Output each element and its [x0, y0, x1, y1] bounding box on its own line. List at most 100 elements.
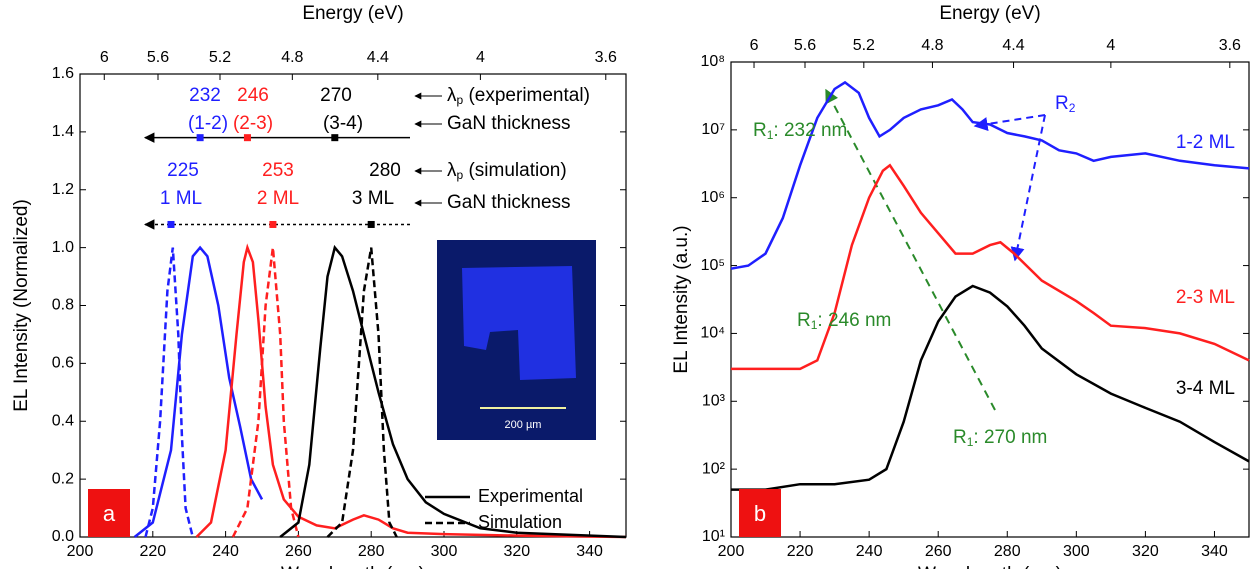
x2-tick-label: 6	[100, 49, 109, 66]
panel-badge	[739, 489, 781, 537]
x-tick-label: 320	[1132, 543, 1159, 560]
y-tick-label: 1.4	[52, 123, 74, 140]
annotation-text: 253	[262, 160, 294, 181]
annotation: R1: 270 nm	[953, 427, 1047, 449]
annotation-text: GaN thickness	[447, 113, 571, 134]
annotation: 2 ML	[257, 188, 299, 209]
x-tick-label: 260	[925, 543, 952, 560]
plot-frame	[730, 61, 1250, 538]
annotation-sub: 1	[767, 128, 774, 142]
x2-tick-label: 5.6	[794, 37, 816, 54]
peak-marker	[331, 134, 339, 142]
series-line	[231, 247, 300, 538]
legend-label: Simulation	[478, 512, 562, 532]
x2-tick-label: 4.4	[1002, 37, 1024, 54]
x-axis-label: Wavelength (nm)	[281, 564, 425, 569]
x2-tick-label: 5.2	[209, 49, 231, 66]
annotation-text: 3 ML	[352, 188, 394, 209]
annotation-sub: 1	[811, 318, 818, 332]
peak-marker	[269, 220, 277, 228]
annotation-text: λ	[447, 160, 457, 181]
x-axis-label: Wavelength (nm)	[918, 564, 1062, 569]
annotation: R2	[1055, 93, 1076, 115]
annotation-sub: 1	[967, 435, 974, 449]
y-tick-label: 0.0	[52, 528, 74, 545]
annotation-sub: 2	[1069, 101, 1076, 115]
annotation-text: 232	[189, 85, 221, 106]
annotation: 225	[167, 160, 199, 181]
series-line	[326, 247, 398, 538]
annotation-sub: p	[457, 93, 464, 107]
scale-label: 200 µm	[505, 419, 542, 431]
annotation: R1: 246 nm	[797, 310, 891, 332]
x-tick-label: 200	[67, 543, 94, 560]
series-label: 2-3 ML	[1176, 287, 1235, 308]
series-line	[731, 284, 1250, 491]
y-tick-label: 10⁸	[700, 53, 725, 70]
y-tick-label: 10¹	[702, 528, 725, 545]
peak-marker	[196, 134, 204, 142]
peak-marker	[167, 220, 175, 228]
annotation: 1 ML	[160, 188, 202, 209]
x2-tick-label: 4	[1106, 37, 1115, 54]
x2-tick-label: 5.6	[147, 49, 169, 66]
x-tick-label: 220	[787, 543, 814, 560]
x-tick-label: 240	[212, 543, 239, 560]
annotation-text: R	[953, 427, 967, 448]
series-line	[133, 245, 264, 538]
y-tick-label: 10⁷	[701, 121, 725, 138]
x-tick-label: 220	[139, 543, 166, 560]
annotation: (2-3)	[233, 113, 273, 134]
annotation-rest: : 232 nm	[773, 120, 847, 141]
inset-device	[462, 266, 576, 380]
x2-tick-label: 5.2	[853, 37, 875, 54]
annotation-text: 280	[369, 160, 401, 181]
x-tick-label: 300	[1063, 543, 1090, 560]
x2-tick-label: 3.6	[1219, 37, 1241, 54]
y-tick-label: 10²	[702, 460, 726, 477]
annotation: GaN thickness	[447, 192, 571, 213]
y-tick-label: 10⁶	[701, 189, 725, 206]
annotation-text: (2-3)	[233, 113, 273, 134]
peak-marker	[243, 134, 251, 142]
annotation-text: 225	[167, 160, 199, 181]
annotation-text: R	[753, 120, 767, 141]
series-label: 3-4 ML	[1176, 378, 1235, 399]
annotation-text: R	[797, 310, 811, 331]
y-tick-label: 10³	[702, 393, 726, 410]
annotation-rest: (experimental)	[463, 85, 590, 106]
x-tick-label: 340	[576, 543, 603, 560]
x-tick-label: 340	[1201, 543, 1228, 560]
legend-label: Experimental	[478, 486, 583, 506]
annotation: 232	[189, 85, 221, 106]
annotation: λp (simulation)	[447, 160, 567, 182]
y-tick-label: 10⁴	[700, 325, 725, 342]
annotation-text: 2 ML	[257, 188, 299, 209]
panel-label: a	[103, 501, 116, 526]
y-tick-label: 1.0	[52, 239, 74, 256]
y-axis-label: EL Intensity (a.u.)	[671, 225, 692, 373]
x2-axis-label: Energy (eV)	[939, 3, 1040, 24]
y-tick-label: 0.8	[52, 297, 74, 314]
series-line	[731, 163, 1250, 371]
r1-trend	[825, 88, 996, 411]
annotation: λp (experimental)	[447, 85, 590, 107]
series-line	[730, 80, 1250, 270]
y-tick-label: 0.4	[52, 412, 74, 429]
annotation: GaN thickness	[447, 113, 571, 134]
x2-tick-label: 3.6	[595, 49, 617, 66]
x-tick-label: 320	[503, 543, 530, 560]
x2-tick-label: 4.8	[921, 37, 943, 54]
annotation-text: 270	[320, 85, 352, 106]
annotation-text: λ	[447, 85, 457, 106]
inset: 200 µm	[437, 240, 596, 440]
annotation-text: GaN thickness	[447, 192, 571, 213]
peak-marker	[367, 220, 375, 228]
x-tick-label: 300	[431, 543, 458, 560]
annotation: (3-4)	[323, 113, 363, 134]
annotation: (1-2)	[188, 113, 228, 134]
annotation: 270	[320, 85, 352, 106]
annotation-rest: : 270 nm	[973, 427, 1047, 448]
annotation-text: (1-2)	[188, 113, 228, 134]
y-tick-label: 1.6	[52, 65, 74, 82]
